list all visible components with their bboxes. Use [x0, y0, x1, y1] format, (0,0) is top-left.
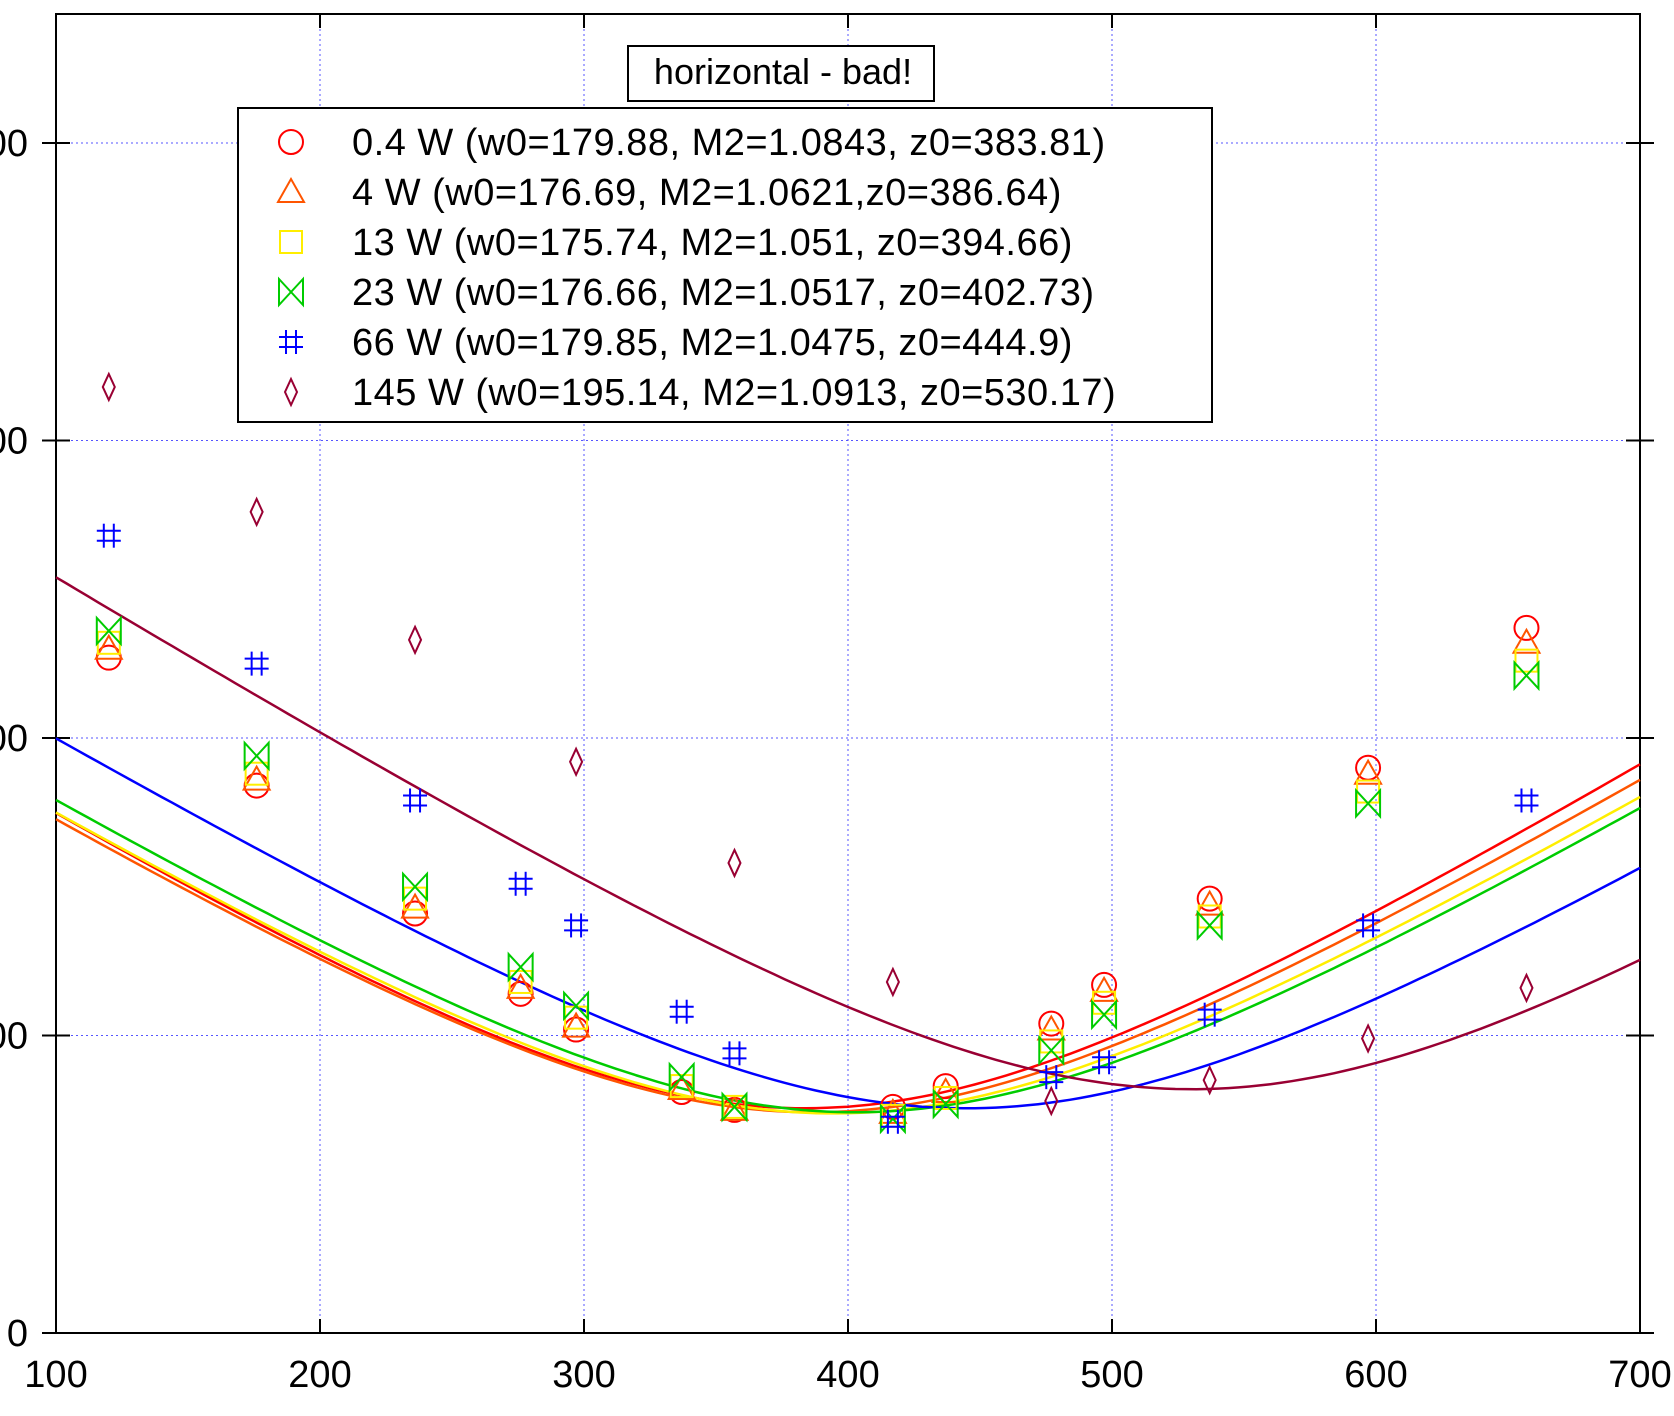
- legend-marker: [278, 129, 304, 155]
- data-point: [403, 788, 428, 813]
- data-point: [1044, 1085, 1059, 1117]
- x-tick-label: 300: [552, 1354, 615, 1396]
- data-point: [244, 761, 269, 786]
- data-point: [1519, 972, 1534, 1004]
- data-point: [719, 1094, 750, 1121]
- data-point: [568, 746, 584, 778]
- data-point: [1511, 627, 1542, 654]
- data-point: [669, 999, 694, 1024]
- chart-title-box: horizontal - bad!: [627, 45, 935, 102]
- data-point: [1092, 1050, 1117, 1075]
- data-point: [668, 1061, 695, 1093]
- legend-frame: [237, 107, 1213, 423]
- y-tick-label: 100: [0, 1016, 28, 1058]
- fit-curve: [55, 798, 1641, 1114]
- legend-marker: [279, 230, 303, 254]
- data-point: [1202, 1064, 1217, 1096]
- y-tick-label: 200: [0, 718, 28, 760]
- data-point: [885, 966, 900, 998]
- data-point: [1514, 788, 1539, 813]
- data-point: [505, 972, 536, 999]
- data-point: [96, 523, 121, 548]
- data-point: [721, 1091, 748, 1123]
- data-point: [1091, 971, 1118, 998]
- legend-marker: [278, 276, 304, 308]
- data-point: [727, 847, 742, 879]
- data-markers: [94, 371, 1542, 1135]
- chart-title-frame: [627, 45, 935, 102]
- data-point: [1514, 648, 1539, 673]
- fit-curve: [55, 737, 1641, 1110]
- data-point: [1091, 999, 1118, 1031]
- data-point: [1360, 1023, 1376, 1054]
- data-point: [666, 1074, 697, 1101]
- legend-label: 66 W (w0=179.85, M2=1.0475, z0=444.9): [352, 322, 1073, 364]
- data-point: [564, 913, 589, 938]
- data-point: [563, 990, 590, 1022]
- data-point: [930, 1076, 961, 1104]
- fit-curves: [55, 576, 1641, 1115]
- y-tick-label: 0: [7, 1313, 28, 1355]
- data-point: [400, 892, 430, 919]
- data-point: [402, 900, 429, 927]
- chart-title: horizontal - bad!: [654, 51, 912, 92]
- data-point: [1355, 787, 1382, 820]
- legend-label: 145 W (w0=195.14, M2=1.0913, z0=530.17): [352, 372, 1116, 414]
- data-point: [561, 1011, 591, 1038]
- data-point: [1197, 1002, 1222, 1027]
- x-tick-label: 100: [24, 1354, 87, 1396]
- data-point: [1039, 1065, 1064, 1090]
- data-point: [407, 624, 423, 656]
- legend-marker: [276, 176, 306, 203]
- data-point: [1513, 614, 1540, 641]
- data-point: [722, 1041, 747, 1066]
- data-point: [243, 740, 270, 772]
- data-point: [101, 371, 116, 403]
- fit-curve: [55, 576, 1641, 1091]
- x-tick-label: 700: [1608, 1354, 1671, 1396]
- data-point: [241, 764, 272, 791]
- y-tick-label: 300: [0, 421, 28, 463]
- legend-label: 0.4 W (w0=179.88, M2=1.0843, z0=383.81): [352, 122, 1106, 164]
- x-tick-label: 400: [816, 1354, 879, 1396]
- x-tick-label: 600: [1344, 1354, 1407, 1396]
- x-tick-label: 200: [288, 1354, 351, 1396]
- data-point: [1353, 758, 1383, 785]
- data-point: [508, 969, 533, 994]
- legend: 0.4 W (w0=179.88, M2=1.0843, z0=383.81) 4…: [237, 107, 1213, 423]
- x-tick-label: 500: [1080, 1354, 1143, 1396]
- axis-ticks: [42, 14, 1654, 1334]
- data-point: [1513, 659, 1540, 692]
- data-point: [508, 871, 533, 896]
- data-point: [402, 871, 429, 903]
- data-point: [1196, 909, 1223, 941]
- data-point: [244, 651, 269, 676]
- legend-marker: [283, 376, 299, 408]
- data-point: [932, 1088, 959, 1120]
- y-tick-label: 400: [0, 123, 28, 165]
- legend-label: 13 W (w0=175.74, M2=1.051, z0=394.66): [352, 222, 1073, 264]
- data-point: [1038, 1034, 1065, 1066]
- data-point: [880, 1109, 905, 1134]
- data-point: [249, 496, 264, 528]
- data-point: [1194, 889, 1225, 916]
- data-point: [95, 615, 122, 647]
- legend-label: 23 W (w0=176.66, M2=1.0517, z0=402.73): [352, 272, 1095, 314]
- fit-curve: [55, 763, 1641, 1110]
- data-point: [1038, 1010, 1065, 1037]
- tick-labels: 1002003004005006007000100200300400: [0, 123, 1672, 1396]
- legend-marker: [279, 330, 303, 354]
- data-point: [1089, 975, 1119, 1002]
- legend-label: 4 W (w0=176.69, M2=1.0621,z0=386.64): [352, 172, 1062, 214]
- data-point: [1356, 913, 1381, 938]
- data-point: [507, 951, 534, 983]
- data-point: [1036, 1014, 1066, 1041]
- data-point: [94, 633, 124, 660]
- data-point: [1196, 885, 1223, 912]
